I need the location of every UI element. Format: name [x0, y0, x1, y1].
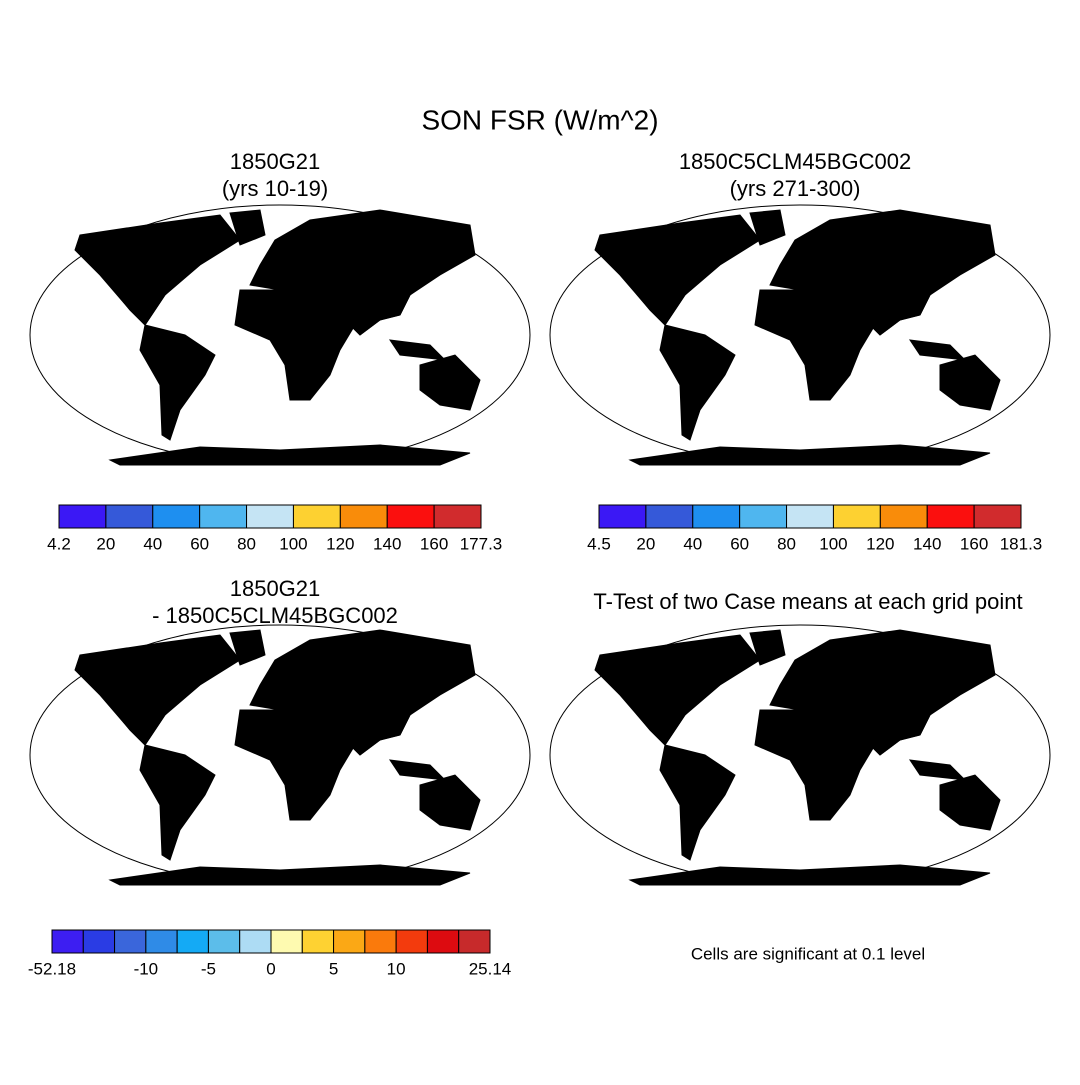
colorbar-box	[395, 929, 428, 954]
panel-title: - 1850C5CLM45BGC002	[152, 603, 398, 628]
panel-title: T-Test of two Case means at each grid po…	[593, 589, 1022, 614]
colorbar-box	[207, 929, 241, 954]
colorbar-box	[105, 504, 154, 529]
colorbar-box	[239, 929, 272, 954]
colorbar-label: 20	[96, 534, 115, 553]
colorbar-box	[433, 504, 482, 529]
note: Cells are significant at 0.1 level	[691, 944, 925, 963]
panel-title: (yrs 10-19)	[222, 176, 328, 201]
colorbar-box	[739, 504, 788, 529]
colorbar-label: 100	[279, 534, 307, 553]
colorbar-box	[246, 504, 294, 529]
colorbar-label: 10	[387, 959, 406, 978]
map	[549, 204, 1051, 466]
colorbar-box	[879, 504, 928, 529]
colorbar-label: 40	[143, 534, 162, 553]
colorbar-box	[926, 504, 975, 529]
colorbar-box	[152, 504, 201, 529]
panel-title: (yrs 271-300)	[730, 176, 861, 201]
colorbar-label: -52.18	[28, 959, 76, 978]
colorbar-label: 0	[266, 959, 275, 978]
panel-title: 1850G21	[230, 149, 321, 174]
colorbar-label: 25.14	[469, 959, 512, 978]
colorbar-box	[301, 929, 335, 954]
colorbar-box	[598, 504, 647, 529]
colorbar-label: 181.3	[1000, 534, 1043, 553]
map	[549, 624, 1051, 886]
panel-title: 1850C5CLM45BGC002	[679, 149, 911, 174]
colorbar-box	[339, 504, 388, 529]
colorbar-label: 177.3	[460, 534, 503, 553]
colorbar-box	[114, 929, 147, 954]
colorbar-box	[786, 504, 834, 529]
colorbar-label: 80	[777, 534, 796, 553]
colorbar-label: 4.2	[47, 534, 71, 553]
colorbar-box	[386, 504, 435, 529]
colorbar-box	[82, 929, 116, 954]
colorbar-label: 120	[866, 534, 894, 553]
map	[29, 204, 531, 466]
panel-title: 1850G21	[230, 576, 321, 601]
colorbar-label: 80	[237, 534, 256, 553]
colorbar-label: 160	[960, 534, 988, 553]
colorbar-box	[458, 929, 491, 954]
colorbar-box	[364, 929, 397, 954]
colorbar-label: 60	[730, 534, 749, 553]
colorbar-box	[145, 929, 178, 954]
colorbar-label: 100	[819, 534, 847, 553]
colorbar-label: 140	[913, 534, 941, 553]
figure-title: SON FSR (W/m^2)	[421, 104, 658, 135]
colorbar-box	[270, 929, 303, 954]
colorbar-box	[333, 929, 366, 954]
colorbar-label: 60	[190, 534, 209, 553]
colorbar-box	[645, 504, 694, 529]
colorbar-label: 120	[326, 534, 354, 553]
colorbar-box	[58, 504, 107, 529]
colorbar-box	[199, 504, 248, 529]
colorbar-box	[692, 504, 741, 529]
colorbar-label: 140	[373, 534, 401, 553]
colorbar-box	[292, 504, 341, 529]
colorbar-box	[51, 929, 84, 954]
colorbar-box	[832, 504, 881, 529]
colorbar-box	[176, 929, 209, 954]
map	[29, 624, 531, 886]
colorbar-label: 5	[329, 959, 338, 978]
colorbar-box	[426, 929, 460, 954]
colorbar-label: -10	[134, 959, 159, 978]
colorbar-label: 160	[420, 534, 448, 553]
colorbar-label: 20	[636, 534, 655, 553]
colorbar-box	[973, 504, 1022, 529]
colorbar-label: 4.5	[587, 534, 611, 553]
colorbar-label: -5	[201, 959, 216, 978]
colorbar-label: 40	[683, 534, 702, 553]
